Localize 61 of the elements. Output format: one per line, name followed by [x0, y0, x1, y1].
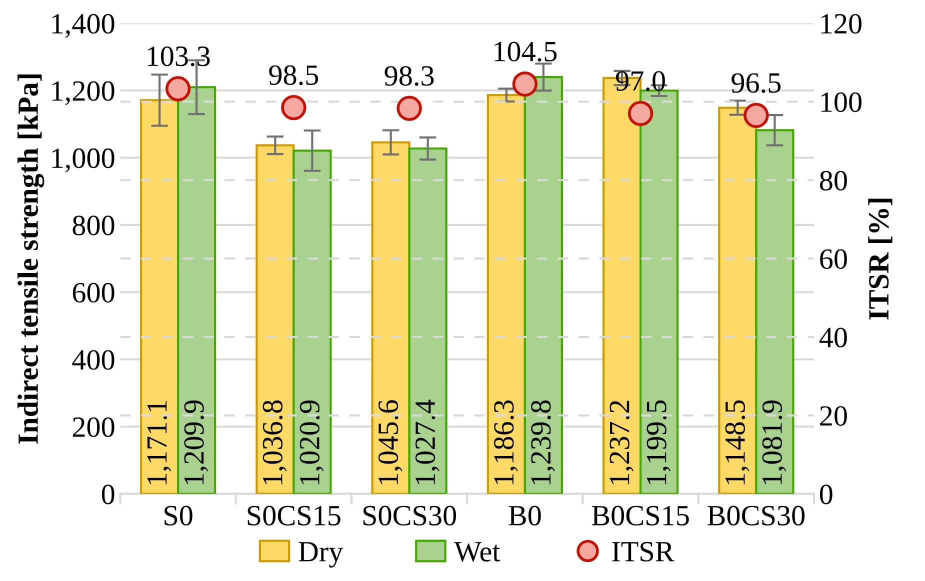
- bar: [718, 106, 758, 494]
- legend-label: Dry: [298, 542, 344, 568]
- point: [744, 102, 769, 128]
- bar: [177, 86, 216, 494]
- bar: [140, 99, 180, 494]
- data-label: 98.3: [384, 66, 434, 86]
- y2-tick-label: 0: [820, 484, 832, 504]
- y2-tick-label: 120: [821, 14, 862, 34]
- y-axis-title: Indirect tensile strength [kPa]: [18, 74, 44, 444]
- data-label: 1,045.6: [378, 400, 402, 484]
- legend-label: ITSR: [612, 542, 674, 562]
- y-tick-label: 1,000: [52, 148, 114, 172]
- data-label: 1,036.8: [262, 400, 287, 484]
- data-label: 103.3: [148, 46, 210, 66]
- y2-tick-label: 100: [821, 92, 862, 112]
- data-label: 98.5: [269, 65, 318, 86]
- x-tick-label: B0: [508, 506, 541, 526]
- point: [396, 96, 422, 121]
- y-tick-label: 200: [72, 417, 114, 438]
- data-label: 97.0: [616, 71, 665, 91]
- y-tick-label: 1,200: [52, 81, 114, 106]
- point: [165, 76, 191, 102]
- point: [512, 71, 538, 97]
- data-label: 96.5: [732, 73, 781, 93]
- bar: [292, 150, 332, 494]
- point: [281, 94, 306, 120]
- data-label: 1,239.8: [531, 400, 555, 484]
- data-label: 1,199.5: [646, 400, 671, 484]
- x-tick-label: B0CS15: [592, 506, 689, 526]
- bar: [524, 76, 563, 494]
- x-tick-label: S0CS30: [363, 506, 456, 526]
- y-tick-label: 1,400: [52, 14, 114, 38]
- data-label: 1,237.2: [610, 400, 634, 484]
- y-tick-label: 800: [72, 216, 114, 236]
- y-tick-label: 600: [72, 282, 114, 303]
- data-label: 1,209.9: [184, 400, 208, 484]
- data-label: 1,171.1: [147, 401, 172, 484]
- legend-label: Wet: [454, 542, 500, 562]
- data-label: 1,027.4: [415, 400, 440, 484]
- bar: [640, 90, 679, 494]
- y2-tick-label: 60: [820, 249, 847, 269]
- bar: [408, 147, 448, 494]
- bar: [371, 141, 410, 494]
- y2-tick-label: 20: [820, 406, 847, 426]
- data-label: 1,148.5: [725, 400, 750, 484]
- y2-tick-label: 80: [820, 170, 847, 191]
- data-label: 1,020.9: [300, 400, 324, 484]
- y2-axis-title: ITSR [%]: [868, 198, 892, 320]
- data-label: 1,186.3: [494, 400, 518, 484]
- data-label: 1,081.9: [762, 400, 786, 484]
- x-tick-label: B0CS30: [708, 506, 805, 526]
- data-label: 104.5: [494, 42, 557, 62]
- bar: [755, 129, 794, 494]
- y2-tick-label: 40: [819, 328, 847, 348]
- x-tick-label: S0: [164, 506, 192, 526]
- y-tick-label: 0: [102, 484, 114, 504]
- y-tick-label: 400: [72, 350, 114, 370]
- point: [628, 100, 654, 126]
- bar: [256, 144, 295, 494]
- bar: [486, 94, 526, 494]
- x-tick-label: S0CS15: [248, 506, 340, 526]
